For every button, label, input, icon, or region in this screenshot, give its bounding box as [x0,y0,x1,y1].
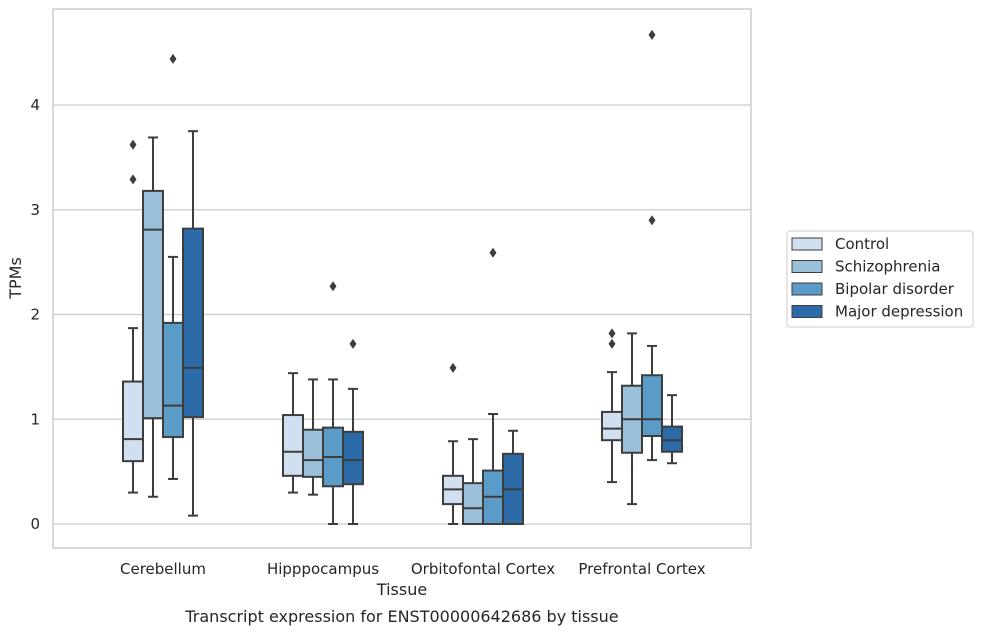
outlier-point [648,29,656,40]
plot-frame [52,8,752,549]
x-tick-label: Hipppocampus [267,560,379,578]
x-tick-labels: Cerebellum Hipppocampus Orbitofontal Corte… [120,560,706,578]
x-tick-label: Orbitofontal Cortex [411,560,555,578]
box-iqr [342,430,364,486]
box-group [502,429,524,526]
y-tick-label: 0 [30,515,40,533]
box-group [661,394,683,465]
box-group [162,53,184,480]
outlier-point [349,338,357,349]
box-group [482,247,504,526]
box-group [282,372,304,494]
legend-frame [786,230,974,328]
outlier-point [129,139,137,150]
box-iqr [302,428,324,478]
outlier-point [648,215,656,226]
boxes [122,29,683,526]
box-iqr [142,189,164,420]
y-tick-label: 4 [30,96,40,114]
legend-label: Major depression [835,303,963,321]
outlier-point [449,362,457,373]
y-tick-labels: 0 1 2 3 4 [30,96,40,533]
y-tick-label: 3 [30,201,40,219]
outlier-point [489,247,497,258]
chart-title: Transcript expression for ENST0000064268… [184,607,618,626]
legend-swatch [791,260,823,273]
y-tick-label: 1 [30,410,40,428]
legend-label: Schizophrenia [835,258,940,276]
x-tick-label: Cerebellum [120,560,206,578]
box-group [142,136,164,498]
legend-label: Control [835,235,889,253]
outlier-point [129,174,137,185]
legend: Control Schizophrenia Bipolar disorder Majo… [786,230,974,328]
box-iqr [601,410,623,442]
box-group [182,130,204,517]
box-iqr [661,425,683,453]
outlier-point [608,338,616,349]
legend-swatch [791,282,823,296]
x-tick-label: Prefrontal Cortex [578,560,705,578]
box-iqr [122,380,144,463]
legend-swatch [791,305,823,318]
legend-swatch [791,237,823,251]
x-axis-label: Tissue [376,580,427,599]
outlier-point [169,53,177,64]
box-group [641,29,663,462]
y-axis-label: TPMs [6,257,25,300]
box-group [601,328,623,484]
box-iqr [182,227,204,419]
box-group [621,332,643,506]
box-iqr [162,321,184,439]
box-iqr [641,374,663,438]
box-iqr [282,414,304,477]
box-group [342,338,364,525]
legend-label: Bipolar disorder [835,280,955,298]
outlier-point [329,281,337,292]
box-group [122,139,144,494]
box-iqr [462,482,484,525]
outlier-point [608,328,616,339]
plot-area [53,9,751,548]
y-tick-label: 2 [30,306,40,324]
